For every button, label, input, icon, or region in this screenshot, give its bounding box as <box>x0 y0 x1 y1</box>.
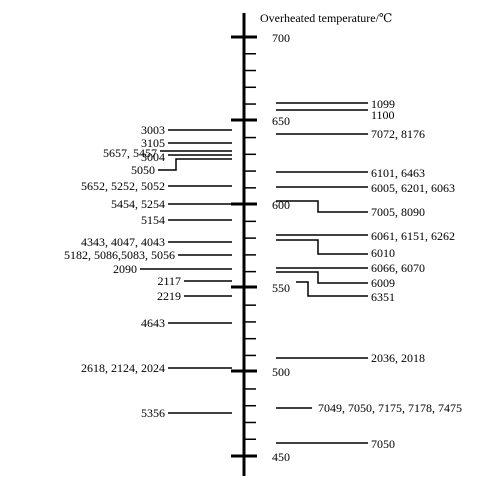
left-group-label: 5154 <box>141 213 165 227</box>
left-group-label: 4343, 4047, 4043 <box>81 235 165 249</box>
right-group-label: 1099 <box>371 97 395 111</box>
right-group-label: 1100 <box>371 108 395 122</box>
right-group-label: 7005, 8090 <box>371 205 425 219</box>
left-group-label: 2117 <box>157 274 181 288</box>
right-group-label: 6010 <box>371 246 395 260</box>
right-group-label: 6061, 6151, 6262 <box>371 229 455 243</box>
left-group-connector <box>158 158 232 171</box>
left-group-label: 5454, 5254 <box>111 197 165 211</box>
left-group-label: 2618, 2124, 2024 <box>81 361 165 375</box>
right-group-label: 2036, 2018 <box>371 351 425 365</box>
tick-label: 700 <box>272 31 290 45</box>
right-group-connector <box>276 271 368 284</box>
axis-title: Overheated temperature/℃ <box>260 11 392 25</box>
right-group-label: 7050 <box>371 437 395 451</box>
right-group-label: 6066, 6070 <box>371 261 425 275</box>
right-group-label: 7049, 7050, 7175, 7178, 7475 <box>318 401 462 415</box>
left-group-label: 5356 <box>141 406 165 420</box>
right-group-label: 6009 <box>371 276 395 290</box>
right-group-connector <box>276 239 368 255</box>
right-group-connector <box>296 281 368 297</box>
tick-label: 650 <box>272 114 290 128</box>
tick-label: 600 <box>272 198 290 212</box>
left-group-label: 5657, 5457 <box>103 146 157 160</box>
left-group-label: 2090 <box>113 262 137 276</box>
tick-label: 550 <box>272 281 290 295</box>
tick-label: 450 <box>272 450 290 464</box>
left-group-label: 3004 <box>141 150 165 164</box>
left-group-label: 3105 <box>141 136 165 150</box>
tick-label: 500 <box>272 365 290 379</box>
left-group-label: 5652, 5252, 5052 <box>81 179 165 193</box>
left-group-label: 3003 <box>141 123 165 137</box>
left-group-label: 5050 <box>131 163 155 177</box>
axis-ticks: 700 650 600 550 500 450 <box>231 31 290 464</box>
right-group-connector <box>276 200 368 213</box>
right-group-label: 6351 <box>371 290 395 304</box>
left-group-label: 2219 <box>157 289 181 303</box>
right-group-label: 7072, 8176 <box>371 127 425 141</box>
left-group-label: 4643 <box>141 316 165 330</box>
right-group-label: 6005, 6201, 6063 <box>371 181 455 195</box>
right-group-label: 6101, 6463 <box>371 166 425 180</box>
left-group-label: 5182, 5086,5083, 5056 <box>64 248 175 262</box>
